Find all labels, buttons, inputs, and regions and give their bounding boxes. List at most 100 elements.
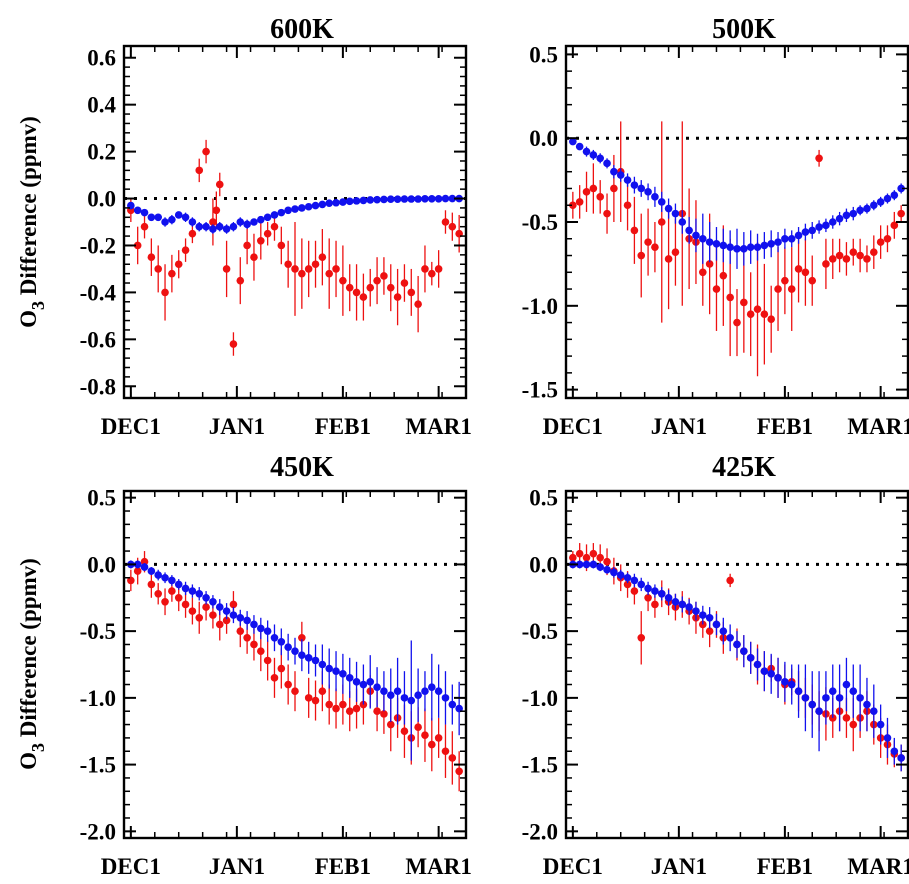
- data-point: [202, 593, 210, 602]
- data-point: [705, 260, 714, 268]
- data-point: [733, 245, 741, 253]
- data-point: [400, 694, 409, 702]
- plot-area: 0.5 0.0 -0.5 -1.0 -1.5 -2.0 DEC1 JAN1 FEB1 MAR1: [80, 486, 472, 879]
- data-point: [753, 305, 762, 313]
- data-point: [828, 218, 837, 226]
- data-point: [400, 279, 409, 287]
- data-point: [140, 557, 149, 566]
- data-point: [325, 199, 334, 208]
- data-point: [304, 202, 313, 211]
- data-point: [332, 198, 340, 207]
- data-point: [733, 318, 741, 327]
- data-point: [726, 243, 734, 251]
- data-point: [188, 587, 197, 595]
- data-point: [400, 727, 409, 736]
- data-point: [243, 634, 251, 642]
- data-point: [140, 208, 149, 217]
- data-point: [664, 204, 673, 213]
- data-point: [685, 226, 693, 235]
- panel-title: 450K: [270, 452, 334, 483]
- data-point: [284, 680, 292, 689]
- data-point: [181, 600, 190, 609]
- data-point: [582, 147, 591, 156]
- data-point: [359, 196, 368, 205]
- data-point: [243, 220, 251, 229]
- plot-area: 0.5 0.0 -0.5 -1.0 -1.5 -2.0 DEC1 JAN1 FEB1 MAR1: [522, 486, 909, 879]
- data-point: [692, 231, 700, 240]
- y-tick-label: 0.2: [87, 140, 116, 165]
- data-point: [174, 593, 183, 602]
- data-point: [441, 694, 450, 702]
- data-point: [746, 654, 755, 662]
- data-point: [393, 293, 402, 301]
- data-point: [147, 580, 156, 589]
- data-point: [345, 674, 354, 682]
- data-point: [890, 191, 899, 199]
- data-point: [127, 576, 135, 585]
- data-point: [298, 651, 306, 659]
- data-point: [856, 206, 864, 215]
- data-point: [596, 154, 604, 163]
- data-point: [332, 265, 340, 273]
- data-point: [794, 687, 803, 695]
- data-point: [421, 194, 429, 203]
- data-point: [692, 607, 700, 615]
- data-point: [386, 283, 395, 292]
- data-point: [168, 576, 176, 585]
- data-point: [822, 260, 830, 268]
- axes-frame: [564, 489, 909, 840]
- data-point: [842, 255, 851, 263]
- data-point: [441, 218, 450, 226]
- data-point: [386, 195, 395, 204]
- x-tick-label: FEB1: [757, 414, 813, 439]
- data-point: [610, 568, 618, 577]
- data-point: [644, 238, 652, 246]
- x-tick-label: JAN1: [209, 854, 265, 879]
- data-point: [569, 553, 577, 562]
- data-point: [664, 593, 673, 602]
- data-point: [671, 248, 680, 256]
- data-point: [569, 201, 577, 210]
- data-point: [380, 687, 388, 695]
- series-red: [127, 551, 463, 792]
- data-point: [270, 634, 279, 642]
- x-tick-label: DEC1: [101, 414, 161, 439]
- data-point: [366, 283, 375, 292]
- data-point: [222, 607, 231, 615]
- data-point: [243, 241, 251, 250]
- data-point: [263, 229, 272, 238]
- x-tick-label: DEC1: [543, 854, 603, 879]
- data-point: [890, 747, 899, 756]
- data-point: [407, 696, 416, 705]
- data-point: [644, 584, 652, 593]
- data-point: [304, 694, 313, 702]
- data-point: [651, 600, 659, 609]
- data-point: [393, 687, 402, 695]
- data-point: [637, 580, 646, 589]
- data-point: [733, 640, 741, 649]
- data-point: [229, 340, 238, 348]
- data-point: [808, 700, 817, 709]
- data-point: [161, 288, 169, 297]
- data-point: [575, 560, 584, 569]
- y-tick-label: -1.5: [80, 753, 116, 778]
- data-point: [257, 236, 265, 245]
- data-point: [644, 593, 652, 602]
- data-point: [863, 700, 871, 709]
- series-blue: [569, 137, 905, 269]
- data-point: [215, 222, 224, 231]
- data-point: [705, 613, 714, 622]
- data-point: [630, 181, 639, 189]
- data-point: [291, 265, 299, 273]
- data-point: [651, 243, 659, 251]
- data-point: [753, 660, 762, 669]
- panel-600k: 600K 0.6 0.4 0.2 0.0 -0.2 -0.4 -0.6 -0.8 DEC1 JAN…: [80, 14, 472, 439]
- data-point: [291, 205, 299, 213]
- data-point: [434, 265, 443, 273]
- data-point: [637, 251, 646, 260]
- data-point: [616, 171, 625, 179]
- data-point: [603, 565, 611, 574]
- y-tick-label: -1.0: [522, 686, 558, 711]
- data-point: [209, 218, 217, 226]
- data-point: [760, 667, 769, 675]
